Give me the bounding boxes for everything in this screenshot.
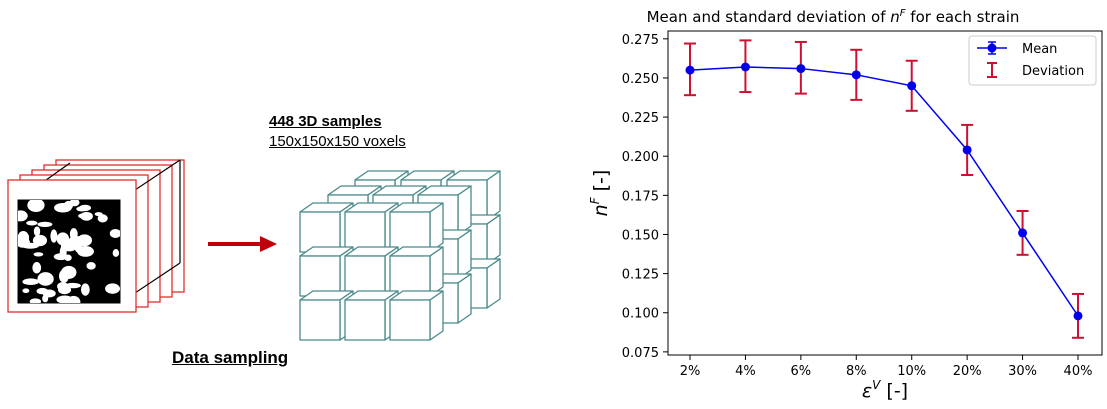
data-sampling-caption: Data sampling (172, 348, 289, 367)
y-tick-label: 0.250 (622, 72, 659, 87)
mean-point (740, 62, 750, 72)
x-axis-label: εV [-] (862, 378, 908, 402)
voxel-cube (389, 290, 444, 341)
samples-size: 150x150x150 voxels (269, 133, 406, 150)
legend-mean-marker (987, 43, 997, 53)
mean-series-line (689, 66, 1079, 317)
y-tick-label: 0.100 (622, 307, 659, 322)
x-tick-label: 2% (680, 364, 701, 379)
y-axis-label: nF [-] (588, 170, 612, 217)
mean-point (851, 70, 861, 80)
mean-point (907, 81, 917, 91)
samples-title: 448 3D samples (269, 113, 382, 130)
voxel-cube-grid (299, 170, 501, 341)
right-arrow-icon (208, 236, 277, 252)
y-tick-label: 0.075 (622, 346, 659, 361)
mean-point (1073, 311, 1083, 321)
x-tick-label: 10% (897, 364, 926, 379)
mean-point (962, 145, 972, 155)
y-tick-label: 0.225 (622, 111, 659, 126)
y-axis: 0.075 0.100 0.125 0.150 0.175 0.200 0.225 0.250… (622, 33, 668, 361)
y-tick-label: 0.125 (622, 268, 659, 283)
voxel-cube (389, 246, 444, 297)
data-sampling-panel: 448 3D samples 150x150x150 voxels Data s… (0, 0, 560, 404)
x-tick-label: 20% (953, 364, 982, 379)
mean-series-points (685, 62, 1083, 321)
voxel-cube (344, 202, 399, 253)
y-tick-label: 0.275 (622, 33, 659, 48)
voxel-cube (389, 202, 444, 253)
legend: Mean Deviation (968, 35, 1097, 86)
image-slice-stack (7, 159, 185, 313)
legend-deviation-label: Deviation (1022, 64, 1084, 79)
voxel-cube (344, 290, 399, 341)
chart-svg: Mean and standard deviation of nF for ea… (588, 8, 1103, 402)
sampling-illustration (7, 159, 501, 341)
x-tick-label: 4% (735, 364, 756, 379)
y-tick-label: 0.150 (622, 228, 659, 243)
x-tick-label: 30% (1008, 364, 1037, 379)
microstructure-image (17, 199, 121, 304)
voxel-cube (299, 202, 354, 253)
chart-title: Mean and standard deviation of nF for ea… (647, 8, 1020, 26)
y-tick-label: 0.175 (622, 189, 659, 204)
mean-point (796, 64, 806, 74)
y-tick-label: 0.200 (622, 150, 659, 165)
x-tick-label: 40% (1064, 364, 1093, 379)
strain-chart: Mean and standard deviation of nF for ea… (560, 0, 1107, 404)
x-axis: 2% 4% 6% 8% 10% 20% 30% 40% (680, 355, 1093, 379)
x-tick-label: 6% (791, 364, 812, 379)
mean-point (1018, 228, 1028, 238)
mean-point (685, 65, 695, 75)
x-tick-label: 8% (846, 364, 867, 379)
plot-frame (667, 30, 1103, 356)
legend-mean-label: Mean (1022, 42, 1057, 57)
